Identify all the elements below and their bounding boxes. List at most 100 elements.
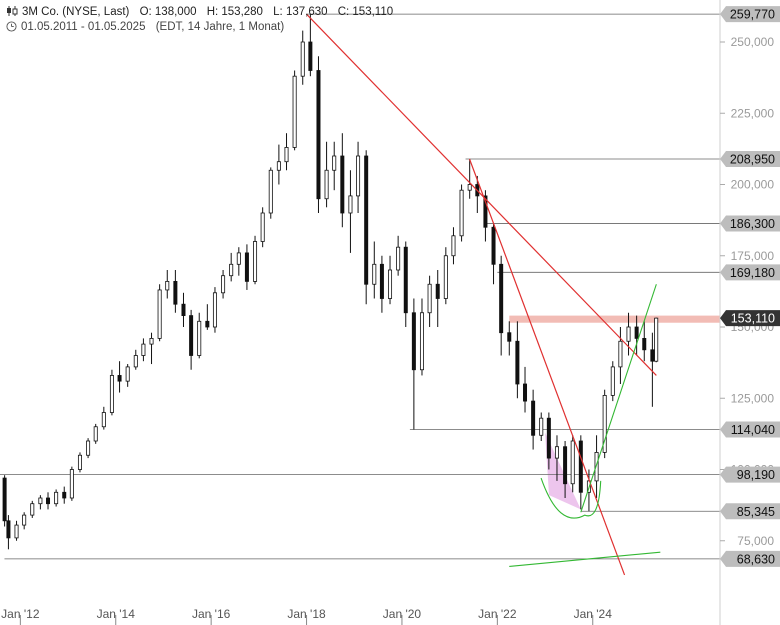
x-tick-label: Jan '18: [287, 607, 326, 621]
candle-body: [30, 503, 35, 516]
y-tick-label: 250,000: [731, 35, 775, 49]
pattern-curve: [540, 477, 602, 519]
candle: [181, 292, 186, 327]
candle-body: [284, 147, 289, 163]
candle: [205, 304, 210, 330]
candle: [189, 309, 194, 370]
candle-body: [197, 320, 202, 356]
candle: [69, 466, 74, 501]
clock-icon: [6, 21, 17, 35]
header-period: 01.05.2011 - 01.05.2025 (EDT, 14 Jahre, …: [6, 21, 284, 35]
candle-body: [77, 454, 82, 470]
candle-body: [14, 524, 19, 539]
candle: [459, 184, 464, 242]
candle-body: [443, 255, 448, 299]
candle-body: [276, 161, 281, 171]
candle-body: [435, 283, 440, 299]
y-tick-label: 200,000: [731, 178, 775, 192]
price-tag-text: 186,300: [730, 217, 775, 231]
candle-body: [2, 477, 7, 522]
candle-body: [93, 426, 98, 442]
price-tag-text: 259,770: [730, 8, 775, 22]
price-tag-text: 98,190: [737, 468, 775, 482]
candle-body: [379, 263, 384, 299]
x-tick-label: Jan '22: [478, 607, 517, 621]
candle-body: [205, 320, 210, 328]
candle-body: [403, 246, 408, 314]
level-label: 208,950: [720, 150, 780, 167]
level-label: 186,300: [720, 215, 780, 232]
candle-body: [165, 280, 170, 291]
candle-body: [22, 514, 27, 526]
open-value: O: 138,000: [139, 6, 197, 18]
level-label: 259,770: [720, 6, 780, 23]
candle-body: [141, 343, 146, 356]
candle-body: [308, 41, 313, 71]
high-value: H: 153,280: [206, 6, 263, 18]
candle: [594, 435, 599, 498]
candle: [117, 361, 122, 393]
candle-body: [69, 469, 74, 499]
candle-body: [546, 417, 551, 459]
candle: [610, 361, 615, 402]
candle: [86, 438, 91, 459]
resistance-zone: [509, 315, 720, 323]
date-range: 01.05.2011 - 01.05.2025: [21, 21, 146, 33]
price-tag-text: 85,345: [737, 505, 775, 519]
x-tick-label: Jan '12: [1, 607, 40, 621]
candle: [618, 327, 623, 384]
candle: [650, 332, 655, 407]
level-label: 169,180: [720, 264, 780, 281]
level-label: 98,190: [720, 466, 780, 483]
candle-body: [229, 263, 234, 277]
candle-body: [189, 315, 194, 356]
candle: [244, 244, 249, 290]
candle: [379, 255, 384, 313]
candle: [253, 235, 258, 285]
x-tick-label: Jan '14: [97, 607, 136, 621]
candle: [300, 30, 305, 85]
candle: [499, 255, 504, 356]
price-tag-text: 208,950: [730, 152, 775, 166]
candle-body: [499, 263, 504, 334]
candle-body: [54, 491, 59, 505]
level-label: 114,040: [720, 421, 780, 438]
candle-body: [300, 41, 305, 77]
candle-body: [332, 155, 337, 171]
y-tick-label: 175,000: [731, 249, 775, 263]
candle: [348, 170, 353, 253]
x-tick-label: Jan '24: [574, 607, 613, 621]
candle-body: [236, 252, 241, 265]
candle: [388, 255, 393, 305]
y-tick-label: 75,000: [737, 534, 774, 548]
candle: [141, 338, 146, 362]
candle: [284, 133, 289, 171]
candle: [419, 298, 424, 376]
candle: [546, 412, 551, 470]
candle-body: [253, 241, 258, 282]
x-tick-label: Jan '20: [383, 607, 422, 621]
candle: [427, 275, 432, 327]
candle: [173, 270, 178, 313]
candle-body: [101, 412, 106, 428]
candle: [38, 495, 43, 510]
candle: [62, 486, 67, 504]
candle: [332, 141, 337, 191]
candle: [101, 406, 106, 430]
candle: [221, 270, 226, 299]
price-tag-shape: [720, 264, 780, 281]
candle: [133, 349, 138, 370]
candle: [276, 144, 281, 185]
candle: [54, 489, 59, 507]
candle-body: [244, 252, 249, 282]
price-tag-shape: [720, 466, 780, 483]
candle: [197, 312, 202, 359]
candle: [22, 512, 27, 530]
price-tag-shape: [720, 503, 780, 520]
candle-body: [602, 394, 607, 453]
price-tag-shape: [720, 150, 780, 167]
candle: [6, 515, 11, 550]
candle: [157, 284, 162, 342]
candle: [77, 452, 82, 473]
